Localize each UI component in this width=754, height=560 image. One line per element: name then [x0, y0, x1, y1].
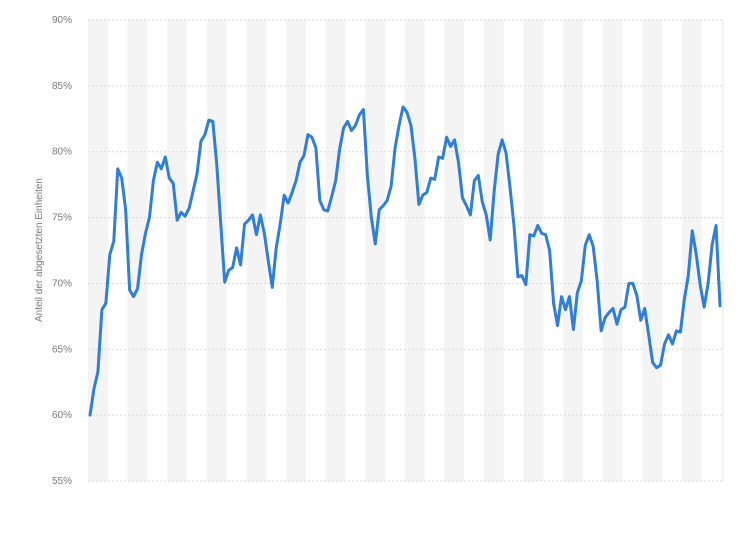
background-band	[721, 20, 724, 481]
background-band	[602, 20, 623, 481]
y-axis-title: Anteil der abgesetzten Einheiten	[34, 178, 45, 322]
background-band	[642, 20, 663, 481]
background-band	[484, 20, 504, 481]
background-band	[444, 20, 465, 481]
background-band	[127, 20, 148, 481]
background-band	[167, 20, 187, 481]
background-band	[206, 20, 227, 481]
background-band	[563, 20, 583, 481]
background-band	[325, 20, 346, 481]
background-band	[88, 20, 108, 481]
background-band	[523, 20, 544, 481]
y-tick-label: 55%	[52, 476, 72, 487]
background-band	[404, 20, 425, 481]
y-tick-label: 85%	[52, 81, 72, 92]
gridlines	[88, 19, 724, 482]
background-bands	[88, 20, 724, 481]
y-tick-label: 70%	[52, 278, 72, 289]
y-tick-label: 90%	[52, 15, 72, 26]
background-band	[365, 20, 385, 481]
background-band	[246, 20, 267, 481]
series-line	[88, 105, 722, 417]
background-band	[286, 20, 306, 481]
y-tick-label: 65%	[52, 344, 72, 355]
y-tick-label: 60%	[52, 410, 72, 421]
series-group	[88, 105, 722, 417]
y-tick-label: 75%	[52, 213, 72, 224]
y-axis-ticks: 55% 60% 65% 70% 75% 80% 85% 90%	[52, 15, 72, 487]
y-tick-label: 80%	[52, 147, 72, 158]
